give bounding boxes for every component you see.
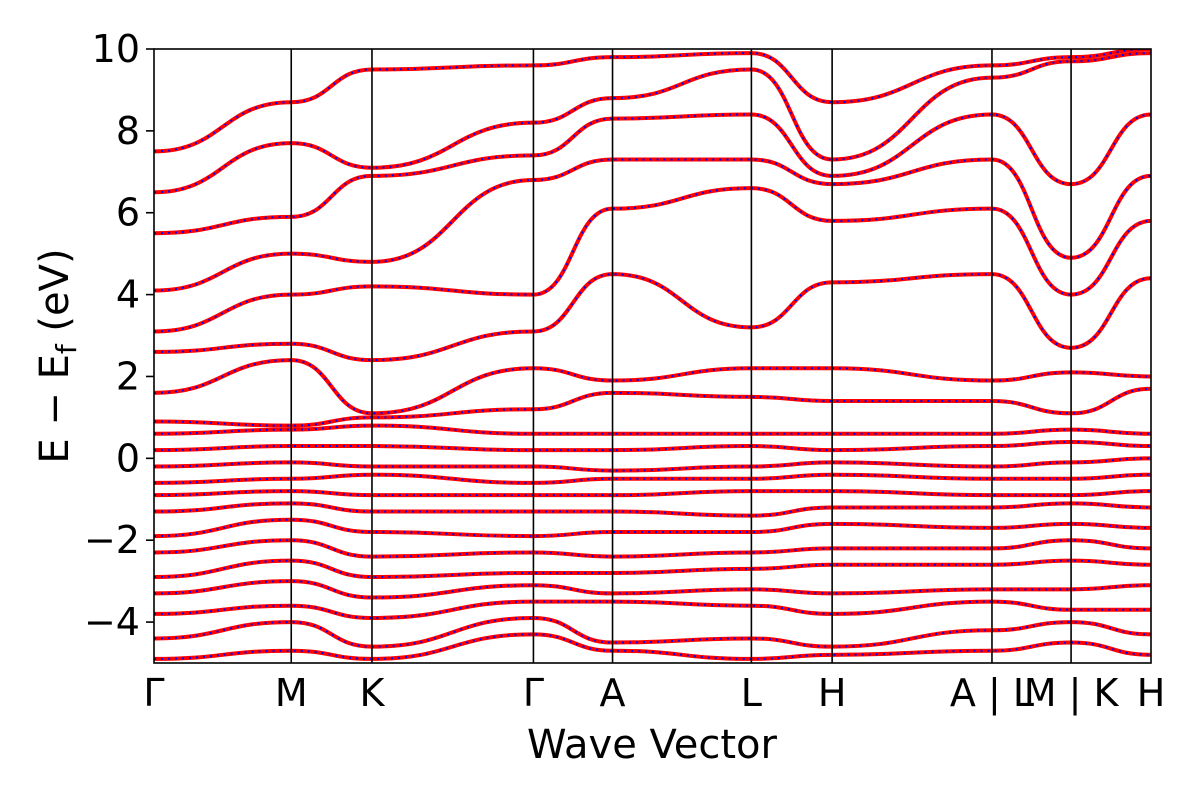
x-tick-label: H	[1137, 671, 1166, 715]
y-tick-label: −4	[84, 600, 140, 644]
y-tick-label: 10	[92, 27, 140, 71]
x-tick-label: K	[360, 671, 386, 715]
y-axis-label-main: E − E	[32, 354, 78, 464]
y-tick-label: 4	[116, 273, 140, 317]
bands-layer	[154, 49, 1151, 661]
y-tick-label: 8	[116, 109, 140, 153]
y-axis-label-unit: (eV)	[32, 248, 78, 344]
plot-frame	[153, 48, 1152, 664]
band-line	[154, 579, 1151, 600]
band-line-overlay	[154, 457, 1151, 472]
x-tick-label: A | L	[950, 671, 1034, 716]
y-axis-label-subscript: f	[50, 343, 83, 354]
band-line-overlay	[154, 158, 1151, 292]
band-line-overlay	[154, 473, 1151, 484]
band-line-overlay	[154, 359, 1151, 415]
band-line-overlay	[154, 502, 1151, 517]
band-line	[154, 558, 1151, 580]
kpoint-lines	[290, 49, 1072, 663]
y-tick-label: 6	[116, 191, 140, 235]
x-tick-label: Γ	[143, 671, 164, 715]
band-line	[154, 51, 1151, 195]
x-tick-label: A	[600, 671, 626, 715]
band-line-overlay	[154, 518, 1151, 538]
x-tick-label: M	[275, 671, 308, 715]
plot-background	[154, 49, 1151, 663]
y-tick-label: 0	[116, 436, 140, 480]
band-line-overlay	[154, 539, 1151, 558]
x-tick-label: Γ	[523, 671, 544, 715]
x-axis-label: Wave Vector	[527, 722, 778, 768]
band-line-overlay	[154, 387, 1151, 427]
band-line-overlay	[154, 616, 1151, 648]
x-tick-label: H	[818, 671, 847, 715]
y-tick-label: 2	[116, 354, 140, 398]
x-tick-label: M | K	[1024, 671, 1120, 716]
band-line-overlay	[154, 187, 1151, 333]
x-axis: Γ M K Γ A L H A | LM | K H	[143, 671, 1165, 716]
band-line	[154, 632, 1151, 661]
y-axis: −4 −2 0 2 4 6 8 10	[84, 27, 154, 644]
y-tick-label: −2	[84, 518, 140, 562]
band-line	[154, 49, 1151, 154]
band-line-overlay	[154, 600, 1151, 619]
band-line-overlay	[154, 113, 1151, 235]
band-line-overlay	[154, 440, 1151, 452]
y-axis-label: E − Ef (eV)	[32, 248, 83, 463]
band-line	[154, 272, 1151, 363]
band-line-overlay	[154, 424, 1151, 435]
x-tick-label: L	[741, 671, 762, 715]
band-line	[154, 489, 1151, 498]
